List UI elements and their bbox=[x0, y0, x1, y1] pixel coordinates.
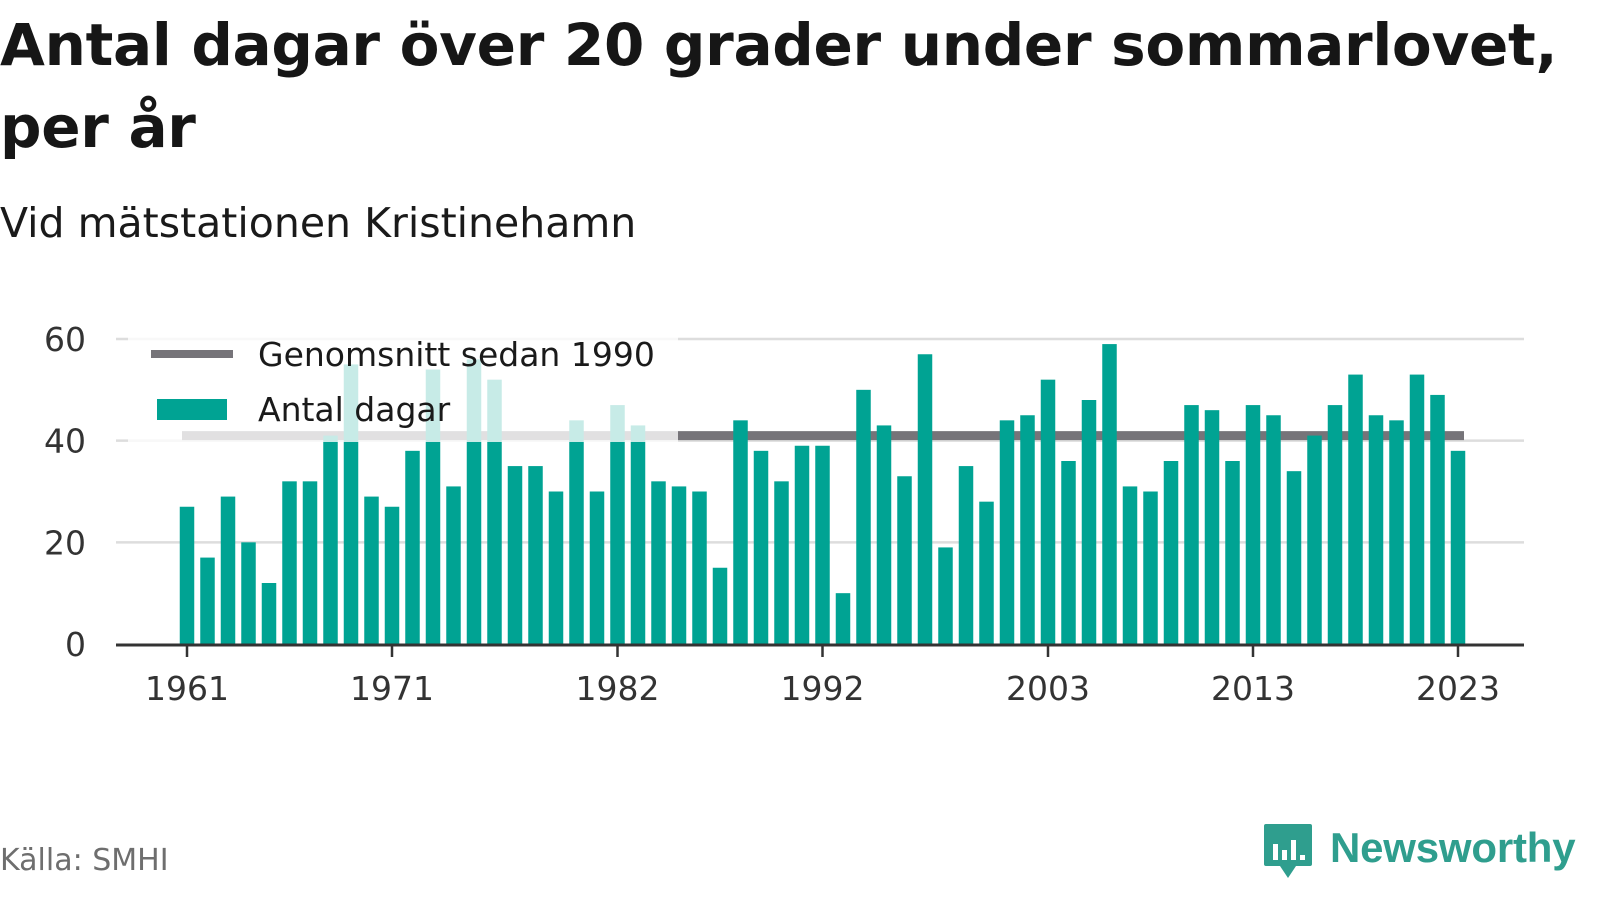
x-tick-label: 1982 bbox=[576, 669, 660, 708]
bar-1982 bbox=[610, 405, 625, 644]
bar-2022 bbox=[1430, 394, 1445, 644]
x-tick-label: 2023 bbox=[1416, 669, 1500, 708]
bar-1997 bbox=[917, 354, 933, 644]
bar-2012 bbox=[1225, 461, 1240, 644]
bar-1992 bbox=[815, 445, 830, 644]
bar-1971 bbox=[384, 506, 400, 644]
bar-2016 bbox=[1307, 435, 1322, 644]
bar-1984 bbox=[651, 481, 666, 644]
bar-2007 bbox=[1122, 486, 1138, 644]
bar-1985 bbox=[671, 486, 687, 644]
x-tick-label: 2013 bbox=[1211, 669, 1295, 708]
legend-bars-swatch bbox=[157, 399, 227, 420]
bar-1990 bbox=[774, 481, 789, 644]
y-tick-label: 20 bbox=[44, 523, 86, 562]
bar-1987 bbox=[712, 567, 728, 644]
bar-chart: 0 20 40 60 1961 1971 1982 1992 2003 2013 2023 Gen… bbox=[44, 320, 1524, 708]
bar-2000 bbox=[979, 501, 994, 644]
legend: Genomsnitt sedan 1990 Antal dagar bbox=[128, 326, 678, 442]
x-axis-ticks: 1961 1971 1982 1992 2003 2013 2023 bbox=[145, 645, 1500, 708]
bar-2002 bbox=[1020, 415, 1035, 644]
y-axis-ticks: 0 20 40 60 bbox=[44, 320, 86, 664]
legend-bars-label: Antal dagar bbox=[258, 390, 451, 429]
bar-2014 bbox=[1266, 415, 1281, 644]
bar-1961 bbox=[179, 506, 195, 644]
bar-2008 bbox=[1143, 491, 1158, 644]
bar-1981 bbox=[589, 491, 605, 644]
x-tick-label: 1992 bbox=[781, 669, 865, 708]
bar-2020 bbox=[1389, 420, 1404, 644]
bar-1963 bbox=[220, 496, 236, 644]
bar-2005 bbox=[1081, 400, 1097, 644]
bar-1968 bbox=[323, 435, 338, 644]
bar-1967 bbox=[302, 481, 318, 644]
bar-1962 bbox=[200, 557, 215, 644]
bar-1964 bbox=[241, 542, 256, 644]
bar-2006 bbox=[1102, 344, 1117, 644]
bar-2017 bbox=[1327, 405, 1343, 644]
legend-background bbox=[128, 326, 678, 442]
bar-1998 bbox=[938, 547, 953, 644]
bar-2013 bbox=[1245, 405, 1261, 644]
bar-2018 bbox=[1348, 374, 1363, 644]
x-tick-label: 1971 bbox=[350, 669, 434, 708]
bar-1995 bbox=[876, 425, 892, 644]
bar-1977 bbox=[507, 466, 523, 644]
bars bbox=[179, 344, 1466, 644]
newsworthy-logo-icon bbox=[1264, 824, 1312, 878]
bar-1974 bbox=[446, 486, 461, 644]
bar-1976 bbox=[487, 379, 502, 644]
bar-2010 bbox=[1184, 405, 1199, 644]
bar-2019 bbox=[1368, 415, 1384, 644]
bar-1993 bbox=[835, 593, 851, 644]
bar-2011 bbox=[1204, 410, 1220, 644]
legend-average-label: Genomsnitt sedan 1990 bbox=[258, 335, 655, 374]
y-tick-label: 60 bbox=[44, 320, 86, 359]
bar-1994 bbox=[856, 389, 871, 644]
bar-1966 bbox=[282, 481, 297, 644]
bar-1980 bbox=[569, 420, 584, 644]
bar-2001 bbox=[999, 420, 1015, 644]
bar-1979 bbox=[548, 491, 564, 644]
x-tick-label: 1961 bbox=[145, 669, 229, 708]
chart-title: Antal dagar över 20 grader under sommarl… bbox=[0, 11, 1558, 161]
bar-2021 bbox=[1409, 374, 1425, 644]
bar-2009 bbox=[1163, 461, 1179, 644]
bar-2023 bbox=[1450, 450, 1466, 644]
bar-1972 bbox=[405, 450, 420, 644]
x-tick-label: 2003 bbox=[1006, 669, 1090, 708]
chart-subtitle: Vid mätstationen Kristinehamn bbox=[0, 199, 637, 247]
bar-1986 bbox=[692, 491, 707, 644]
bar-2015 bbox=[1286, 471, 1302, 644]
bar-1989 bbox=[753, 450, 769, 644]
source-note: Källa: SMHI bbox=[0, 843, 169, 878]
brand-name: Newsworthy bbox=[1330, 824, 1576, 871]
bar-1978 bbox=[528, 466, 543, 644]
bar-1983 bbox=[630, 425, 646, 644]
bar-1999 bbox=[958, 466, 974, 644]
bar-1996 bbox=[897, 476, 912, 644]
y-tick-label: 0 bbox=[65, 625, 86, 664]
bar-1965 bbox=[261, 583, 277, 644]
bar-1991 bbox=[794, 445, 810, 644]
bar-1988 bbox=[733, 420, 748, 644]
bar-1970 bbox=[364, 496, 379, 644]
bar-2004 bbox=[1061, 461, 1076, 644]
y-tick-label: 40 bbox=[44, 422, 86, 461]
bar-2003 bbox=[1040, 379, 1056, 644]
